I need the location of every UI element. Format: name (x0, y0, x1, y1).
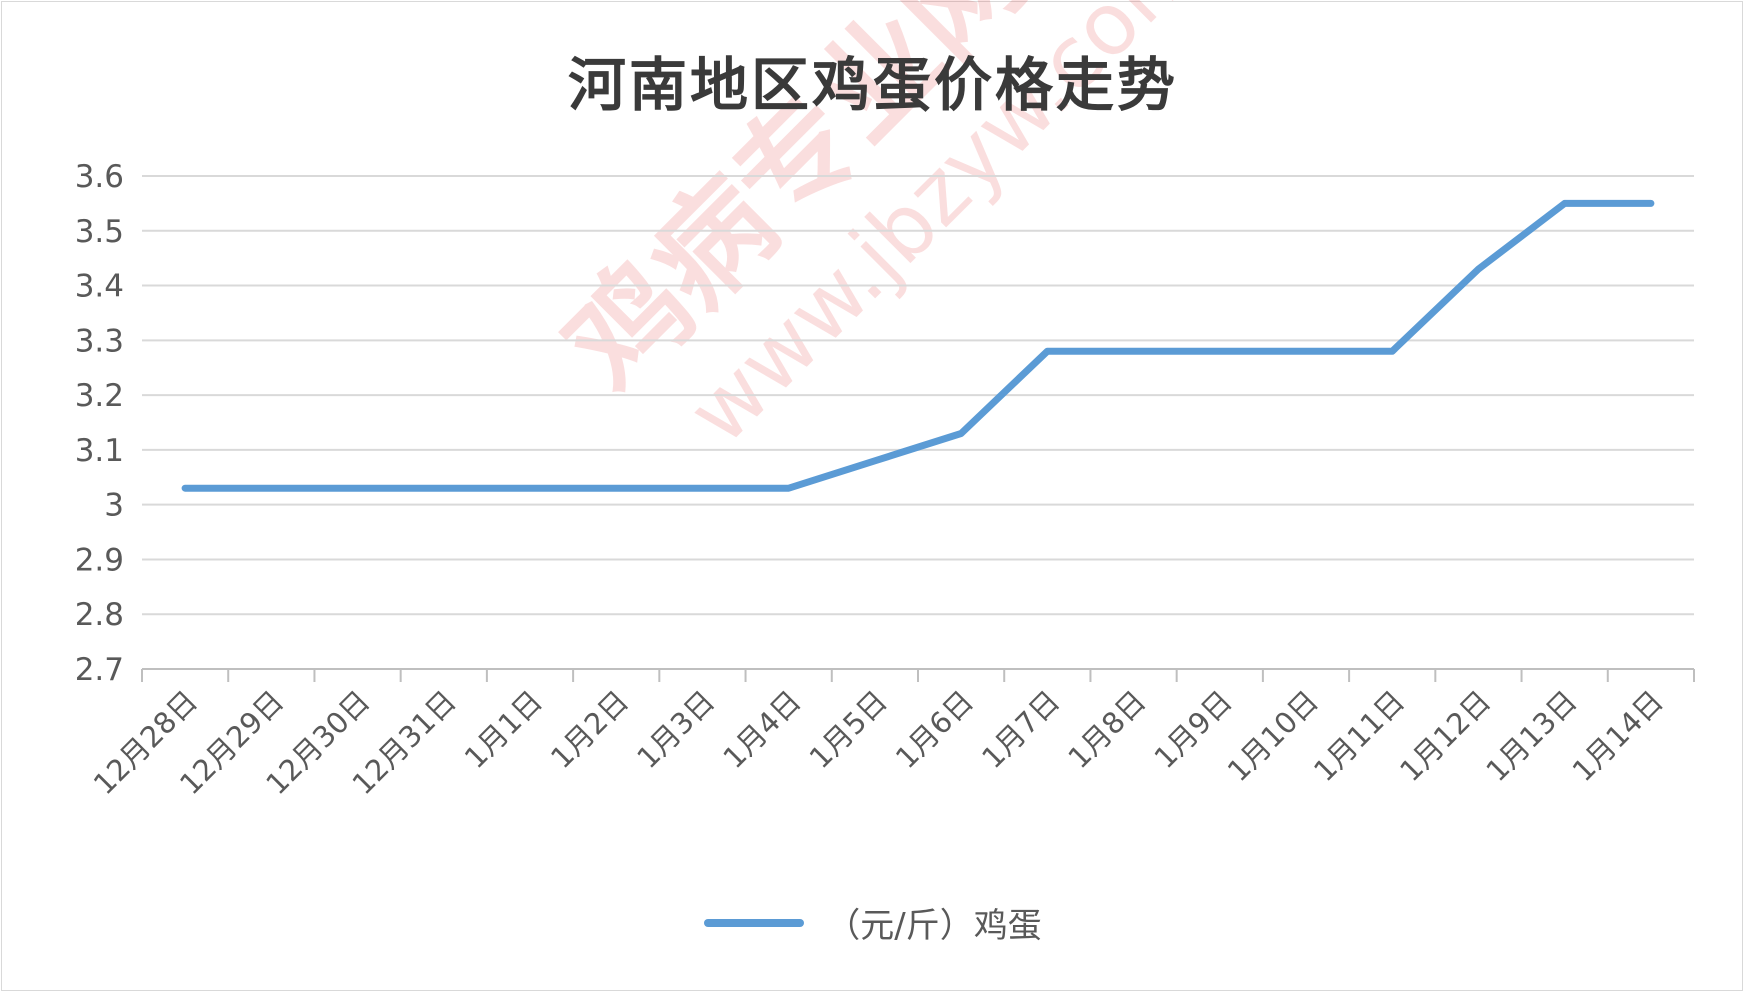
y-tick-label: 3 (104, 488, 124, 524)
data-point (1219, 350, 1221, 352)
legend: （元/斤）鸡蛋 (0, 898, 1746, 947)
series-group (181, 199, 1655, 492)
y-tick-label: 3.2 (75, 378, 124, 414)
data-point (960, 432, 962, 434)
data-point (1477, 268, 1479, 270)
x-tick-label: 1月4日 (716, 684, 807, 775)
x-tick-label: 1月5日 (803, 684, 894, 775)
x-tick-label: 1月14日 (1566, 684, 1670, 788)
x-axis (141, 668, 1695, 682)
data-point (701, 487, 703, 489)
data-point (1650, 202, 1652, 204)
x-tick-label: 1月1日 (458, 684, 549, 775)
legend-label: （元/斤）鸡蛋 (826, 906, 1042, 946)
legend-swatch (704, 918, 805, 927)
chart-title: 河南地区鸡蛋价格走势 (567, 51, 1178, 119)
data-point (874, 460, 876, 462)
series-line (181, 199, 1655, 492)
y-tick-label: 2.7 (75, 652, 124, 688)
data-point (270, 487, 272, 489)
x-tick-label: 1月13日 (1479, 684, 1583, 788)
x-tick-label: 1月10日 (1221, 684, 1325, 788)
data-point (184, 487, 186, 489)
x-tick-label: 1月8日 (1061, 684, 1152, 775)
y-axis-ticks: 2.7 2.8 2.9 3 3.1 3.2 3.3 3.4 3.5 3.6 (75, 159, 124, 688)
data-point (357, 487, 359, 489)
x-axis-tick-labels: 12月28日12月29日12月30日12月31日1月1日1月2日1月3日1月4日… (87, 684, 1670, 801)
gridlines (142, 175, 1694, 616)
data-point (788, 487, 790, 489)
y-tick-label: 3.6 (75, 159, 124, 195)
data-point (1391, 350, 1393, 352)
data-point (443, 487, 445, 489)
y-tick-label: 2.8 (75, 597, 124, 633)
data-point (529, 487, 531, 489)
data-point (1046, 350, 1048, 352)
y-tick-label: 3.5 (75, 214, 124, 250)
data-point (1133, 350, 1135, 352)
data-point (1305, 350, 1307, 352)
x-tick-label: 1月12日 (1393, 684, 1497, 788)
y-tick-label: 3.1 (75, 433, 124, 469)
x-tick-label: 1月11日 (1307, 684, 1411, 788)
data-point (615, 487, 617, 489)
x-tick-label: 1月2日 (544, 684, 635, 775)
y-tick-label: 2.9 (75, 542, 124, 578)
data-point (1564, 202, 1566, 204)
y-tick-label: 3.3 (75, 323, 124, 359)
x-tick-label: 1月3日 (630, 684, 721, 775)
x-tick-label: 1月6日 (889, 684, 980, 775)
y-tick-label: 3.4 (75, 269, 124, 305)
x-tick-label: 1月7日 (975, 684, 1066, 775)
